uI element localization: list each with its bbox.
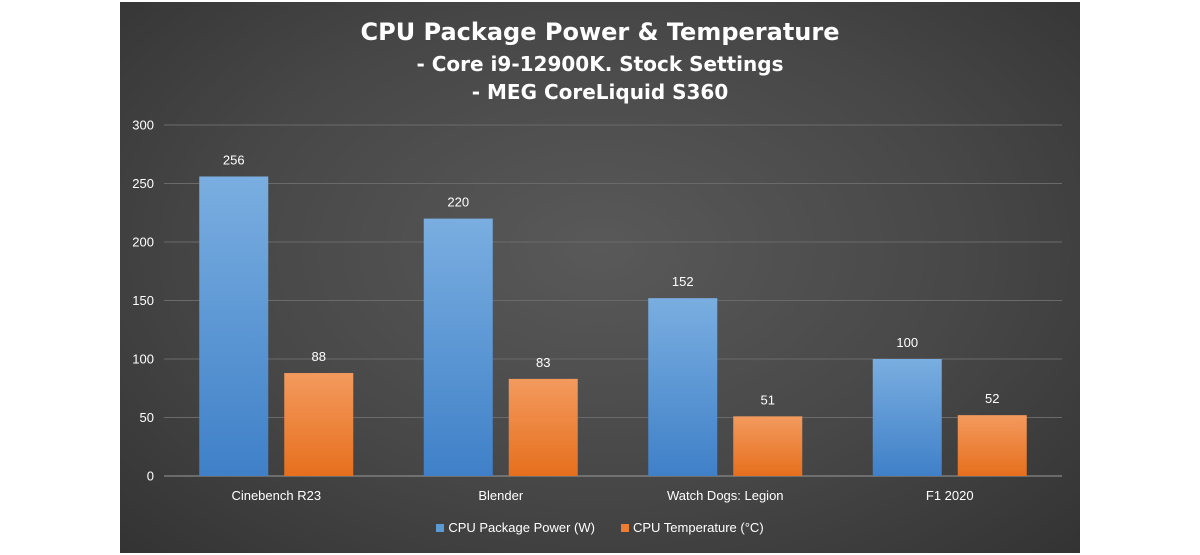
x-axis-category-labels: Cinebench R23 Blender Watch Dogs: Legion F1… <box>231 488 973 503</box>
legend: CPU Package Power (W) CPU Temperature (°… <box>120 520 1080 535</box>
data-label-power-3: 100 <box>896 335 918 350</box>
bar-power-0 <box>199 176 269 477</box>
legend-swatch-power <box>436 523 445 532</box>
chart-subtitle-line-2: - MEG CoreLiquid S360 <box>471 80 729 104</box>
data-label-power-1: 220 <box>447 195 469 210</box>
data-label-temperature-3: 52 <box>985 391 999 406</box>
chart-title: CPU Package Power & Temperature <box>360 18 840 46</box>
legend-item-power[interactable]: CPU Package Power (W) <box>436 520 595 535</box>
y-tick-label-100: 100 <box>132 352 154 367</box>
y-tick-label-250: 250 <box>132 176 154 191</box>
chart-panel: CPU Package Power & Temperature - Core i… <box>120 2 1080 553</box>
y-tick-label-0: 0 <box>147 469 154 484</box>
bar-temperature-0 <box>284 373 354 476</box>
x-category-label-0: Cinebench R23 <box>231 488 321 503</box>
bars <box>199 176 1027 477</box>
x-category-label-1: Blender <box>478 488 523 503</box>
x-category-label-3: F1 2020 <box>926 488 974 503</box>
y-tick-label-200: 200 <box>132 235 154 250</box>
data-label-temperature-0: 88 <box>312 349 326 364</box>
bar-power-3 <box>872 359 942 476</box>
bar-power-2 <box>648 298 718 476</box>
legend-label-power: CPU Package Power (W) <box>448 520 595 535</box>
legend-label-temperature: CPU Temperature (°C) <box>632 520 764 535</box>
data-label-temperature-2: 51 <box>761 392 775 407</box>
bar-temperature-3 <box>957 415 1027 476</box>
legend-item-temperature[interactable]: CPU Temperature (°C) <box>620 520 764 535</box>
legend-swatch-temperature <box>620 523 629 532</box>
y-tick-label-300: 300 <box>132 118 154 133</box>
y-axis-tick-labels: 0 50 100 150 200 250 300 <box>132 118 154 484</box>
x-category-label-2: Watch Dogs: Legion <box>667 488 784 503</box>
data-label-temperature-1: 83 <box>536 355 550 370</box>
y-tick-label-50: 50 <box>140 410 154 425</box>
data-label-power-0: 256 <box>223 152 245 167</box>
y-tick-label-150: 150 <box>132 293 154 308</box>
data-label-power-2: 152 <box>672 274 694 289</box>
bar-power-1 <box>423 218 493 476</box>
bar-temperature-2 <box>733 416 803 476</box>
chart-subtitle-line-1: - Core i9-12900K. Stock Settings <box>416 52 784 76</box>
data-labels: 256 88 220 83 152 51 100 52 <box>223 152 1000 407</box>
bar-temperature-1 <box>508 378 578 476</box>
